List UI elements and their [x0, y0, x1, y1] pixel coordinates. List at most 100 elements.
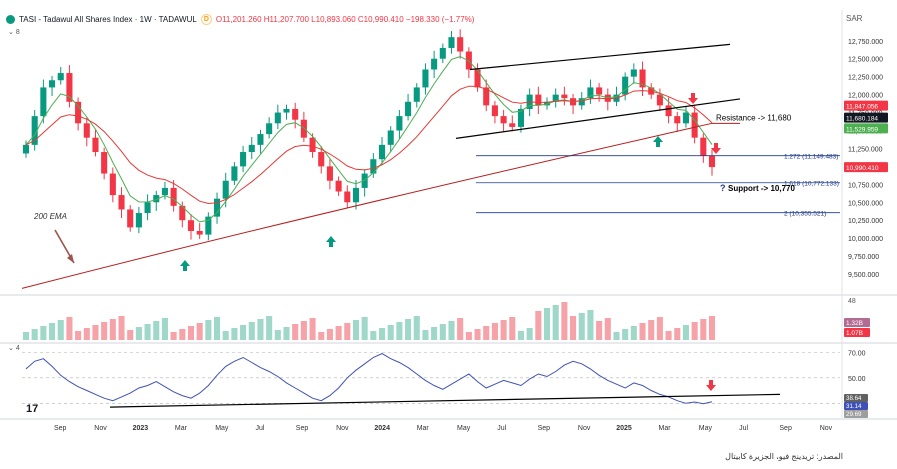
volume-bar — [691, 322, 698, 340]
x-tick-label: Jul — [497, 425, 506, 432]
rsi-value-label: 38.64 — [846, 395, 862, 402]
volume-bar — [326, 329, 333, 340]
candle — [396, 116, 403, 131]
volume-label-box — [844, 318, 870, 327]
fib-label: 1.618 (10,772.133) — [784, 181, 839, 188]
volume-bar — [570, 316, 577, 340]
volume-bar — [31, 329, 38, 340]
up-arrow-icon — [326, 236, 336, 247]
indicators-toggle[interactable]: ⌄ 8 — [8, 28, 20, 36]
price-label-box — [844, 100, 888, 111]
volume-bar — [257, 319, 264, 340]
volume-bar — [40, 326, 47, 340]
volume-bar — [153, 321, 160, 340]
rsi-label-box — [844, 410, 868, 418]
rsi-pane-toggle[interactable]: ⌄ 4 — [8, 345, 20, 352]
candle — [248, 144, 255, 153]
up-arrow-icon — [180, 260, 190, 271]
ema-mid-line — [25, 85, 713, 205]
volume-bar — [187, 326, 195, 340]
rsi-value-label: 31.14 — [846, 403, 862, 410]
x-tick-label: Jul — [739, 425, 748, 432]
candle — [292, 108, 299, 120]
candle — [596, 87, 603, 95]
x-tick-label: 2025 — [616, 425, 632, 432]
candle — [274, 112, 281, 124]
y-tick-label: 10,250.000 — [848, 218, 883, 225]
candle — [517, 108, 525, 127]
volume-bar — [439, 324, 446, 340]
x-tick-label: Nov — [94, 425, 107, 432]
volume-bar — [205, 320, 212, 340]
ema-short-line — [25, 56, 713, 223]
candle — [231, 166, 238, 181]
y-tick-label: 9,750.000 — [848, 254, 879, 261]
candle — [83, 123, 90, 138]
candle — [222, 180, 229, 199]
support-label: Support -> 10,770 — [728, 184, 795, 193]
rsi-label-box — [844, 402, 868, 410]
x-tick-label: Nov — [336, 425, 349, 432]
candle — [457, 37, 464, 52]
volume-bar — [344, 323, 351, 340]
source-footer: المصدر: تريدينج فيو، الجزيرة كابيتال — [725, 452, 843, 461]
volume-bar — [83, 328, 90, 340]
candle — [639, 69, 646, 88]
symbol-title[interactable]: TASI - Tadawul All Shares Index · 1W · T… — [19, 15, 197, 24]
chart-header: TASI - Tadawul All Shares Index · 1W · T… — [6, 14, 474, 25]
candle — [266, 123, 273, 135]
candle — [75, 101, 82, 124]
candle — [500, 116, 507, 124]
volume-bar — [604, 318, 611, 340]
chevron-down-icon: ⌄ — [8, 345, 14, 352]
y-tick-label: 12,250.000 — [848, 75, 883, 82]
price-label: 10,990.410 — [846, 165, 879, 172]
volume-bar — [387, 325, 394, 340]
indicator-count: 8 — [15, 29, 20, 36]
volume-bar — [378, 328, 386, 340]
y-tick-label: 11,250.000 — [848, 146, 883, 153]
candle — [213, 198, 221, 217]
volume-bar — [22, 332, 30, 340]
x-tick-label: Mar — [659, 425, 672, 432]
volume-bar — [517, 331, 525, 340]
volume-bar — [474, 329, 481, 340]
volume-label-box — [844, 328, 870, 337]
y-tick-label: 12,750.000 — [848, 39, 883, 46]
candle — [118, 195, 125, 210]
candle — [92, 137, 99, 153]
candle — [40, 87, 47, 117]
candle — [31, 116, 38, 145]
candle — [691, 112, 698, 138]
volume-bar — [596, 321, 603, 340]
fib-label: 1.272 (11,149.483) — [784, 154, 838, 161]
volume-bar — [578, 313, 585, 340]
volume-bar — [526, 328, 533, 340]
channel-upper-line — [469, 43, 731, 71]
volume-bar — [665, 331, 672, 340]
volume-bar — [274, 330, 281, 340]
question-icon: ? — [720, 183, 726, 193]
rsi-tick-label: 70.00 — [848, 350, 866, 357]
volume-bar — [179, 329, 186, 340]
candle — [622, 76, 629, 95]
x-tick-label: Sep — [779, 425, 792, 432]
rsi-value-label: 29.69 — [846, 411, 862, 418]
volume-bar — [708, 316, 716, 340]
volume-bar — [66, 317, 73, 340]
volume-bar — [648, 320, 655, 340]
volume-bar — [213, 317, 221, 340]
candle — [344, 191, 351, 203]
volume-bar — [457, 318, 464, 340]
candle — [708, 155, 716, 168]
candle — [370, 159, 377, 174]
volume-bar — [613, 332, 620, 340]
volume-bar — [552, 305, 559, 340]
candle — [109, 173, 116, 196]
volume-bar — [422, 330, 429, 340]
x-tick-label: Sep — [296, 425, 309, 432]
currency-label: SAR — [846, 14, 863, 23]
candle — [439, 47, 446, 59]
y-tick-label: 12,000.000 — [848, 93, 883, 100]
